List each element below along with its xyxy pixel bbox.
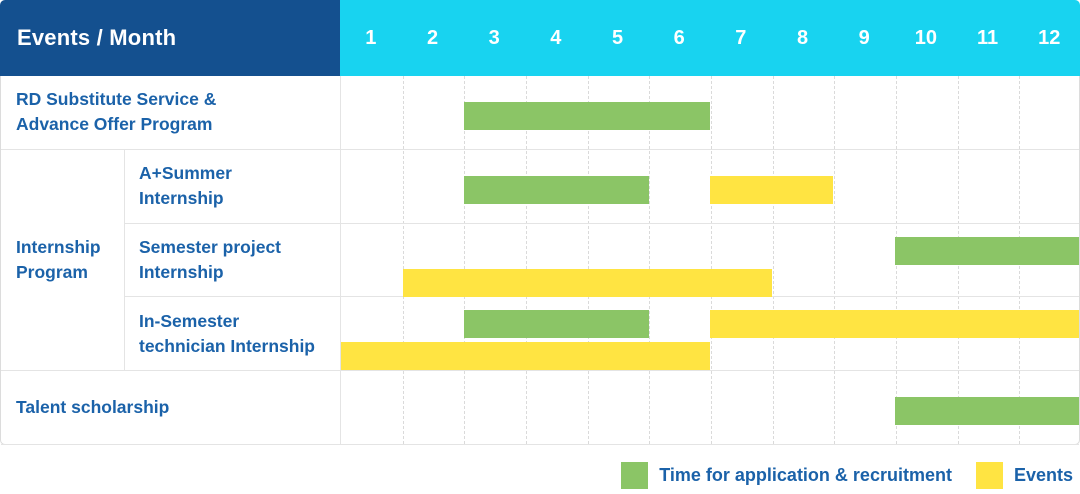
- month-header-cell: 7: [735, 26, 747, 49]
- legend-label: Events: [1013, 464, 1073, 485]
- month-header-cell: 6: [673, 26, 685, 49]
- table-row: Talent scholarship: [1, 371, 1079, 445]
- month-header-cell: 9: [858, 26, 870, 49]
- row-chart-area: [341, 224, 1079, 297]
- month-header-cell: 1: [365, 26, 377, 49]
- legend: Time for application & recruitment Event…: [621, 461, 1073, 489]
- group-label-internship-program: Internship Program: [1, 149, 125, 371]
- month-header-cell: 10: [914, 26, 937, 49]
- gantt-bar-application: [894, 236, 1079, 265]
- month-header-cell: 12: [1038, 26, 1061, 49]
- row-label: In-Semester technician Internship: [125, 297, 341, 371]
- row-chart-area: [341, 371, 1079, 444]
- row-chart-area: [341, 76, 1079, 149]
- table-header: Events / Month 1 2 3 4 5 6 7 8 9 10 11 12: [0, 0, 1080, 76]
- month-header-row: 1 2 3 4 5 6 7 8 9 10 11 12: [340, 0, 1080, 76]
- gantt-bar-event: [710, 310, 1079, 339]
- row-chart-area: [341, 150, 1079, 223]
- row-label: RD Substitute Service & Advance Offer Pr…: [1, 76, 341, 149]
- table-row: A+Summer Internship: [1, 149, 1079, 224]
- table-corner-header: Events / Month: [0, 0, 340, 76]
- row-label: Talent scholarship: [1, 371, 341, 444]
- month-header-cell: 3: [488, 26, 500, 49]
- row-label: Semester project Internship: [125, 223, 341, 297]
- gantt-bar-application: [894, 397, 1079, 426]
- month-header-cell: 5: [611, 26, 624, 49]
- gantt-bar-event: [341, 342, 710, 371]
- gantt-bar-application: [464, 175, 649, 204]
- table-row: RD Substitute Service & Advance Offer Pr…: [1, 76, 1079, 150]
- month-header-cell: 11: [976, 26, 999, 49]
- legend-swatch-events: [975, 461, 1003, 489]
- gantt-bar-application: [464, 310, 649, 339]
- table-row: Semester project Internship: [1, 223, 1079, 298]
- legend-label: Time for application & recruitment: [659, 464, 952, 485]
- gantt-bar-event: [402, 268, 772, 297]
- legend-swatch-application: [621, 461, 649, 489]
- month-header-cell: 8: [796, 26, 809, 49]
- gantt-bar-application: [464, 102, 710, 130]
- row-label: A+Summer Internship: [125, 149, 341, 223]
- gantt-bar-event: [710, 175, 833, 204]
- month-header-cell: 2: [426, 26, 439, 49]
- table-row: In-Semester technician Internship: [1, 297, 1079, 372]
- table-body: RD Substitute Service & Advance Offer Pr…: [0, 76, 1080, 445]
- month-header-cell: 4: [550, 26, 562, 49]
- row-chart-area: [341, 297, 1079, 371]
